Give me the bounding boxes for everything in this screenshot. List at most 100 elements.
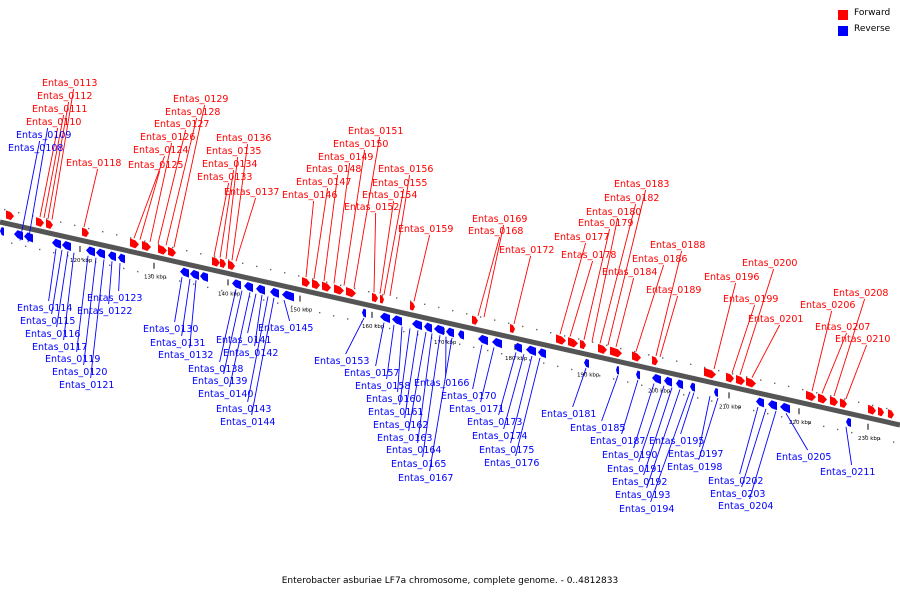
forward-gene-arrow[interactable] xyxy=(346,287,356,298)
reverse-gene-arrow[interactable] xyxy=(780,402,790,414)
forward-gene-arrow[interactable] xyxy=(888,409,894,419)
reverse-gene-arrow[interactable] xyxy=(616,365,619,375)
gene-label-entas-0119: Entas_0119 xyxy=(45,354,100,365)
forward-gene-arrow[interactable] xyxy=(312,279,320,290)
forward-gene-arrow[interactable] xyxy=(6,210,14,221)
label-connector xyxy=(83,257,97,366)
forward-gene-arrow[interactable] xyxy=(410,301,415,311)
scale-tick-label: 210 kbp xyxy=(719,404,742,410)
reverse-gene-arrow[interactable] xyxy=(62,240,71,252)
forward-gene-arrow[interactable] xyxy=(228,260,235,271)
forward-gene-arrow[interactable] xyxy=(130,238,139,249)
reverse-gene-arrow[interactable] xyxy=(190,269,199,280)
reverse-gene-arrow[interactable] xyxy=(200,272,208,282)
forward-gene-arrow[interactable] xyxy=(82,227,89,238)
reverse-gene-arrow[interactable] xyxy=(118,253,125,264)
forward-gene-arrow[interactable] xyxy=(168,246,176,257)
forward-gene-arrow[interactable] xyxy=(598,343,607,354)
reverse-gene-arrow[interactable] xyxy=(52,238,61,249)
reverse-gene-arrow[interactable] xyxy=(584,358,589,368)
label-connector xyxy=(389,174,411,297)
track-dot xyxy=(669,390,671,393)
forward-gene-arrow[interactable] xyxy=(36,217,44,227)
forward-gene-arrow[interactable] xyxy=(322,281,331,292)
gene-label-entas-0151: Entas_0151 xyxy=(348,126,403,137)
reverse-gene-arrow[interactable] xyxy=(538,348,546,359)
track-dot xyxy=(641,384,643,386)
reverse-gene-arrow[interactable] xyxy=(362,308,366,318)
forward-gene-arrow[interactable] xyxy=(736,375,745,386)
track-dot xyxy=(389,327,391,330)
label-connector xyxy=(583,228,611,340)
label-connector xyxy=(480,347,495,403)
forward-gene-arrow[interactable] xyxy=(380,294,384,304)
reverse-gene-arrow[interactable] xyxy=(232,279,241,290)
forward-gene-arrow[interactable] xyxy=(568,337,578,348)
forward-gene-arrow[interactable] xyxy=(220,258,226,268)
reverse-gene-arrow[interactable] xyxy=(478,334,488,346)
forward-gene-arrow[interactable] xyxy=(652,356,658,366)
track-dot xyxy=(620,347,622,350)
reverse-gene-arrow[interactable] xyxy=(846,417,851,427)
label-connector xyxy=(477,236,501,316)
reverse-gene-arrow[interactable] xyxy=(96,248,105,259)
reverse-gene-arrow[interactable] xyxy=(756,397,764,408)
reverse-gene-arrow[interactable] xyxy=(492,337,502,349)
reverse-gene-arrow[interactable] xyxy=(0,227,4,236)
label-connector xyxy=(108,261,113,305)
reverse-gene-arrow[interactable] xyxy=(434,324,444,336)
forward-gene-arrow[interactable] xyxy=(334,284,344,295)
reverse-gene-arrow[interactable] xyxy=(180,267,189,278)
reverse-gene-arrow[interactable] xyxy=(24,232,33,243)
gene-label-entas-0203: Entas_0203 xyxy=(710,489,765,500)
reverse-gene-arrow[interactable] xyxy=(636,370,640,380)
reverse-gene-arrow[interactable] xyxy=(270,287,279,298)
reverse-gene-arrow[interactable] xyxy=(664,376,672,387)
reverse-gene-arrow[interactable] xyxy=(244,282,253,293)
gene-label-entas-0129: Entas_0129 xyxy=(173,94,228,105)
forward-gene-arrow[interactable] xyxy=(878,407,884,417)
forward-gene-arrow[interactable] xyxy=(610,346,622,358)
reverse-gene-arrow[interactable] xyxy=(514,342,522,353)
reverse-gene-arrow[interactable] xyxy=(714,388,718,397)
reverse-gene-arrow[interactable] xyxy=(86,246,95,257)
forward-gene-arrow[interactable] xyxy=(806,390,816,402)
forward-gene-arrow[interactable] xyxy=(818,393,827,404)
forward-gene-arrow[interactable] xyxy=(46,219,53,229)
reverse-gene-arrow[interactable] xyxy=(14,230,23,241)
forward-gene-arrow[interactable] xyxy=(704,367,716,379)
forward-gene-arrow[interactable] xyxy=(158,244,167,255)
forward-gene-arrow[interactable] xyxy=(302,277,310,287)
forward-gene-arrow[interactable] xyxy=(840,398,847,409)
reverse-gene-arrow[interactable] xyxy=(392,315,402,326)
track-dot xyxy=(109,264,111,266)
forward-gene-arrow[interactable] xyxy=(632,351,641,362)
reverse-gene-arrow[interactable] xyxy=(690,382,695,392)
reverse-gene-arrow[interactable] xyxy=(458,330,464,340)
reverse-gene-arrow[interactable] xyxy=(108,251,116,262)
forward-gene-arrow[interactable] xyxy=(510,324,515,334)
label-connector xyxy=(845,426,853,466)
forward-gene-arrow[interactable] xyxy=(142,241,151,252)
reverse-gene-arrow[interactable] xyxy=(768,400,777,411)
reverse-gene-arrow[interactable] xyxy=(412,319,422,331)
track-dot xyxy=(39,248,41,251)
forward-gene-arrow[interactable] xyxy=(212,256,220,267)
label-connector xyxy=(510,355,533,444)
forward-gene-arrow[interactable] xyxy=(726,372,734,383)
forward-gene-arrow[interactable] xyxy=(830,396,838,407)
reverse-gene-arrow[interactable] xyxy=(256,284,265,295)
forward-gene-arrow[interactable] xyxy=(746,377,756,388)
reverse-gene-arrow[interactable] xyxy=(526,345,536,356)
reverse-gene-arrow[interactable] xyxy=(652,374,661,385)
reverse-gene-arrow[interactable] xyxy=(380,312,390,323)
forward-gene-arrow[interactable] xyxy=(868,404,876,415)
forward-gene-arrow[interactable] xyxy=(556,334,566,345)
reverse-gene-arrow[interactable] xyxy=(446,327,454,338)
forward-gene-arrow[interactable] xyxy=(372,292,378,303)
reverse-gene-arrow[interactable] xyxy=(676,379,683,390)
reverse-gene-arrow[interactable] xyxy=(282,290,294,302)
reverse-gene-arrow[interactable] xyxy=(424,322,432,333)
forward-gene-arrow[interactable] xyxy=(472,315,478,325)
forward-gene-arrow[interactable] xyxy=(580,339,586,350)
